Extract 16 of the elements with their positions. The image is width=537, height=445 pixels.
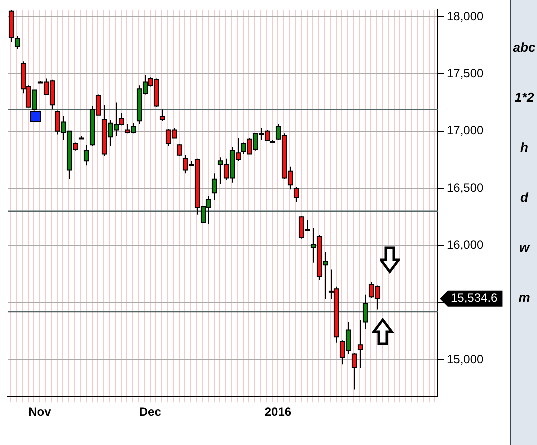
text: w (518, 240, 532, 255)
text: 1*2 (514, 90, 536, 105)
x-tick-label: 2016 (264, 405, 292, 420)
x-tick-label: Nov (28, 405, 52, 420)
y-tick-label: 16,500 (447, 180, 484, 195)
y-tick-label: 17,000 (447, 124, 484, 138)
text: m (518, 290, 532, 305)
text: 15,534.6 (451, 291, 498, 306)
y-tick-label: 16,000 (447, 238, 484, 252)
text: abc (512, 40, 537, 55)
y-tick-label: 18,000 (447, 9, 484, 24)
x-tick-label: Dec (139, 405, 162, 420)
y-tick-label: 17,500 (447, 66, 484, 81)
text: d (520, 190, 530, 205)
text: h (520, 140, 530, 155)
y-tick-label: 15,000 (447, 352, 484, 366)
